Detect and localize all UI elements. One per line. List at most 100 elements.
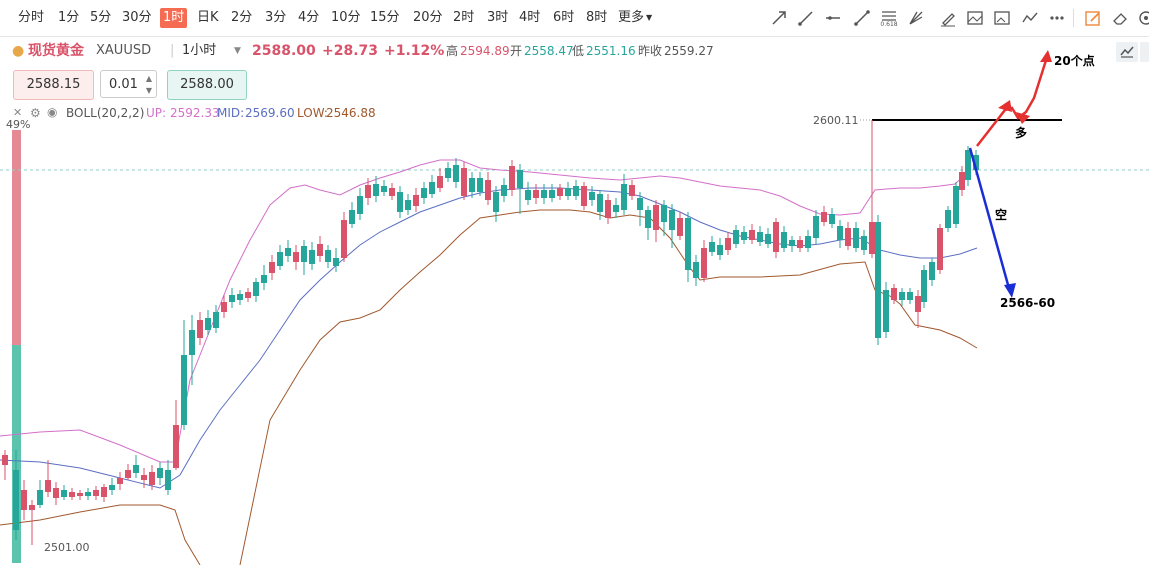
wave-icon[interactable] — [1020, 8, 1040, 28]
candle-body — [709, 242, 715, 252]
timeframe-6[interactable]: 2分 — [231, 10, 253, 25]
panel-toggle-icon[interactable] — [1140, 42, 1149, 62]
segment-line-icon[interactable] — [852, 8, 872, 28]
indicator-toggle-icon[interactable] — [1116, 42, 1138, 62]
boll-up-value: 2592.33 — [170, 106, 220, 120]
candle-body — [237, 294, 243, 300]
timeframe-toolbar: 分时 1分 5分 30分 1时 日K 2分 3分 4分 10分 15分 20分 2时 3时 4时 6时 8时 更多… — [0, 0, 1149, 37]
candle-body — [413, 195, 419, 206]
candle-body — [533, 190, 539, 198]
long-scenario-arrow — [976, 53, 1050, 147]
stepper-down-icon[interactable]: ▼ — [145, 86, 152, 95]
candle-body — [277, 252, 283, 266]
candle-body — [469, 178, 475, 192]
brush-icon[interactable] — [938, 8, 958, 28]
sell-price-box[interactable]: 2588.15 — [13, 70, 94, 100]
timeframe-5[interactable]: 日K — [197, 10, 219, 25]
timeframe-11[interactable]: 20分 — [413, 10, 443, 25]
candle-body — [797, 240, 803, 248]
pitchfork-icon[interactable] — [906, 8, 926, 28]
candle-body — [229, 295, 235, 302]
candle-body — [953, 186, 959, 224]
candle-body — [525, 190, 531, 200]
edit-icon[interactable] — [1083, 8, 1103, 28]
candle-body — [173, 425, 179, 468]
candle-body — [45, 480, 51, 492]
boll-upper-band — [0, 159, 969, 463]
candle-body — [733, 230, 739, 244]
boll-lower-band-right — [239, 209, 978, 565]
more-chevron-icon[interactable]: ▼ — [646, 13, 653, 22]
timeframe-17[interactable]: 更多 — [618, 10, 645, 25]
open-value: 2558.47 — [524, 44, 574, 58]
candle-body — [109, 485, 115, 490]
close-icon[interactable]: ✕ — [13, 106, 23, 119]
candle-body — [781, 232, 787, 248]
candle-body — [189, 330, 195, 355]
symbol-info-bar: ● 现货黄金 XAUUSD | 1小时 ▼ 2588.00 +28.73 +1.… — [0, 38, 1149, 64]
image-icon[interactable] — [965, 8, 985, 28]
candle-body — [245, 292, 251, 298]
ray-line-icon[interactable] — [796, 8, 816, 28]
candle-body — [285, 248, 291, 256]
candle-body — [869, 222, 875, 254]
arrow-line-icon[interactable] — [769, 8, 789, 28]
chevron-down-icon[interactable]: ▼ — [234, 46, 241, 56]
horizontal-line-icon[interactable] — [823, 8, 843, 28]
symbol-name[interactable]: 现货黄金 — [28, 43, 84, 59]
candle-body — [21, 490, 27, 510]
candle-body — [701, 248, 707, 278]
candle-body — [717, 245, 723, 255]
candle-body — [101, 487, 107, 497]
candle-body — [485, 180, 491, 200]
buy-price-box[interactable]: 2588.00 — [167, 70, 247, 100]
fibonacci-icon[interactable]: 0.618 — [879, 8, 899, 28]
timeframe-10[interactable]: 15分 — [370, 10, 400, 25]
candle-body — [253, 282, 259, 296]
timeframe-13[interactable]: 3时 — [487, 10, 509, 25]
candle-body — [365, 185, 371, 198]
timeframe-8[interactable]: 4分 — [298, 10, 320, 25]
settings-icon[interactable]: ⚙ — [30, 106, 41, 120]
timeframe-1[interactable]: 1分 — [58, 10, 80, 25]
timeframe-3[interactable]: 30分 — [122, 10, 152, 25]
timeframe-0[interactable]: 分时 — [18, 10, 45, 25]
candle-body — [397, 192, 403, 212]
candle-body — [309, 250, 315, 264]
candle-body — [629, 185, 635, 196]
interval-select[interactable]: 1小时 — [182, 43, 217, 58]
timeframe-15[interactable]: 6时 — [553, 10, 575, 25]
long-mid-arrow-icon — [998, 100, 1012, 112]
prev-close-value: 2559.27 — [664, 44, 714, 58]
timeframe-4[interactable]: 1时 — [160, 8, 188, 28]
candle-body — [381, 186, 387, 192]
eye-icon[interactable]: ◉ — [47, 105, 58, 119]
candle-body — [373, 184, 379, 196]
eraser-icon[interactable] — [1110, 8, 1130, 28]
boll-mid-value: 2569.60 — [245, 106, 295, 120]
price-change-pct: +1.12% — [384, 43, 445, 59]
candle-body — [429, 182, 435, 194]
timeframe-12[interactable]: 2时 — [453, 10, 475, 25]
long-target-annotation: 20个点 — [1054, 54, 1095, 68]
picture-icon[interactable] — [992, 8, 1012, 28]
boll-up-label: UP: — [146, 106, 167, 120]
stepper-up-icon[interactable]: ▲ — [145, 74, 152, 83]
lot-size-stepper[interactable]: 0.01 ▲ ▼ — [100, 70, 157, 98]
candle-body — [37, 490, 43, 505]
candle-body — [589, 192, 595, 200]
candle-body — [741, 232, 747, 240]
timeframe-16[interactable]: 8时 — [586, 10, 608, 25]
more-icon[interactable] — [1047, 8, 1067, 28]
timeframe-2[interactable]: 5分 — [90, 10, 112, 25]
candle-body — [557, 188, 563, 196]
settings-icon[interactable] — [1136, 8, 1149, 28]
sentiment-bar-bull — [12, 130, 21, 345]
timeframe-14[interactable]: 4时 — [519, 10, 541, 25]
svg-text:0.618: 0.618 — [880, 21, 897, 28]
timeframe-7[interactable]: 3分 — [265, 10, 287, 25]
timeframe-9[interactable]: 10分 — [331, 10, 361, 25]
candle-body — [573, 186, 579, 196]
high-value: 2594.89 — [460, 44, 510, 58]
